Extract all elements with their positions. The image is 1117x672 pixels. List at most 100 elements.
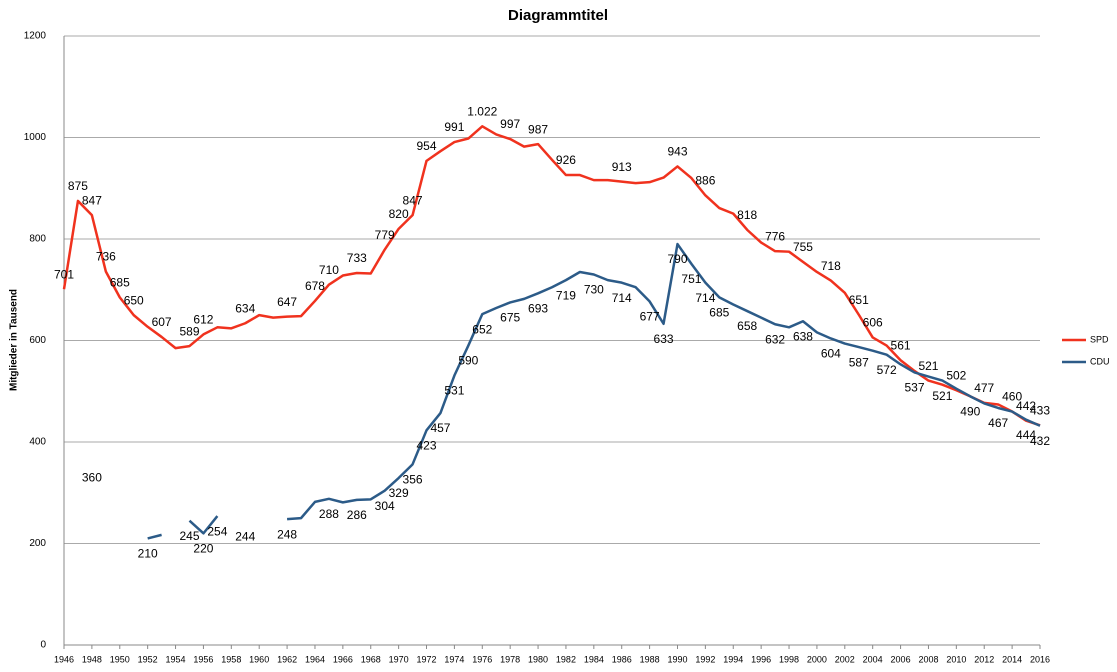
y-tick-label: 0	[40, 640, 46, 651]
data-label: 561	[891, 338, 911, 352]
y-axis-label: Mitglieder in Tausend	[9, 289, 20, 391]
data-label: 457	[430, 421, 450, 435]
data-label: 818	[737, 208, 757, 222]
data-label: 477	[974, 381, 994, 395]
legend-label: CDU	[1090, 356, 1110, 366]
data-label: 210	[138, 547, 158, 561]
data-label: 444	[1016, 428, 1036, 442]
data-label: 820	[389, 207, 409, 221]
legend-label: SPD	[1090, 334, 1109, 344]
data-label: 633	[654, 332, 674, 346]
data-label: 647	[277, 295, 297, 309]
x-tick-label: 1990	[667, 654, 687, 664]
data-label: 685	[110, 276, 130, 290]
data-label: 632	[765, 332, 785, 346]
chart-title: Diagrammtitel	[508, 7, 608, 24]
x-tick-label: 1992	[695, 654, 715, 664]
data-label: 685	[709, 306, 729, 320]
data-label: 779	[375, 228, 395, 242]
data-label: 991	[444, 120, 464, 134]
x-tick-label: 2016	[1030, 654, 1050, 664]
data-label: 651	[849, 293, 869, 307]
data-label: 360	[82, 470, 102, 484]
data-label: 433	[1030, 403, 1050, 417]
x-tick-label: 1950	[110, 654, 130, 664]
data-label: 612	[193, 313, 213, 327]
x-tick-label: 1996	[751, 654, 771, 664]
data-label: 736	[96, 250, 116, 264]
x-tick-label: 2010	[946, 654, 966, 664]
data-label: 926	[556, 153, 576, 167]
data-label: 847	[82, 193, 102, 207]
data-label: 714	[695, 291, 715, 305]
data-label: 718	[821, 259, 841, 273]
x-tick-label: 1958	[221, 654, 241, 664]
x-tick-label: 1948	[82, 654, 102, 664]
data-label: 356	[403, 473, 423, 487]
data-label: 751	[681, 272, 701, 286]
data-label: 638	[793, 329, 813, 343]
data-label: 693	[528, 301, 548, 315]
y-tick-label: 400	[29, 437, 46, 448]
x-tick-label: 2008	[918, 654, 938, 664]
x-tick-label: 1982	[556, 654, 576, 664]
data-label: 678	[305, 279, 325, 293]
data-label: 913	[612, 160, 632, 174]
data-label: 606	[863, 316, 883, 330]
data-label: 572	[877, 363, 897, 377]
data-label: 776	[765, 229, 785, 243]
data-label: 304	[375, 499, 395, 513]
data-label: 442	[1016, 399, 1036, 413]
x-tick-label: 1984	[584, 654, 604, 664]
data-label: 790	[667, 252, 687, 266]
x-tick-label: 1988	[640, 654, 660, 664]
x-tick-label: 1970	[389, 654, 409, 664]
data-label: 521	[932, 389, 952, 403]
data-label: 604	[821, 347, 841, 361]
x-tick-label: 1966	[333, 654, 353, 664]
series-line	[147, 242, 1041, 540]
data-label: 587	[849, 355, 869, 369]
x-tick-label: 1976	[472, 654, 492, 664]
x-tick-label: 1974	[444, 654, 464, 664]
data-label: 245	[179, 529, 199, 543]
data-label: 875	[68, 179, 88, 193]
data-label: 432	[1030, 434, 1050, 448]
data-label: 650	[124, 293, 144, 307]
x-tick-label: 1972	[416, 654, 436, 664]
data-label: 886	[695, 174, 715, 188]
data-label: 954	[416, 139, 436, 153]
data-label: 589	[179, 324, 199, 338]
x-tick-label: 1994	[723, 654, 743, 664]
data-label: 502	[946, 368, 966, 382]
data-label: 847	[403, 193, 423, 207]
x-tick-label: 2000	[807, 654, 827, 664]
x-tick-label: 1962	[277, 654, 297, 664]
data-label: 701	[54, 267, 74, 281]
x-tick-label: 1968	[361, 654, 381, 664]
data-label: 658	[737, 319, 757, 333]
x-tick-label: 1998	[779, 654, 799, 664]
x-tick-label: 1952	[138, 654, 158, 664]
x-tick-label: 2002	[835, 654, 855, 664]
x-tick-label: 2012	[974, 654, 994, 664]
x-tick-label: 1964	[305, 654, 325, 664]
data-label: 537	[904, 381, 924, 395]
data-label: 714	[612, 291, 632, 305]
data-label: 677	[640, 310, 660, 324]
x-tick-label: 1956	[193, 654, 213, 664]
data-label: 220	[193, 542, 213, 556]
data-label: 490	[960, 404, 980, 418]
x-tick-label: 2006	[891, 654, 911, 664]
y-tick-label: 800	[29, 234, 46, 245]
y-tick-label: 600	[29, 335, 46, 346]
y-tick-label: 1000	[24, 132, 47, 143]
data-label: 460	[1002, 390, 1022, 404]
data-label: 607	[152, 315, 172, 329]
data-label: 254	[207, 524, 227, 538]
x-tick-label: 1954	[166, 654, 186, 664]
data-label: 652	[472, 322, 492, 336]
y-tick-label: 200	[29, 538, 46, 549]
x-tick-label: 1978	[500, 654, 520, 664]
